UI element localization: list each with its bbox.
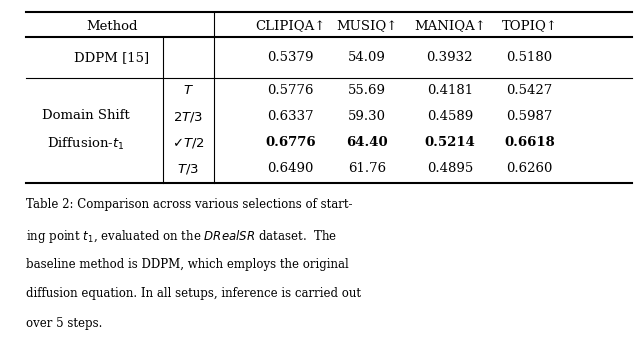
- Text: TOPIQ↑: TOPIQ↑: [501, 19, 558, 33]
- Text: Method: Method: [86, 19, 137, 33]
- Text: 0.6618: 0.6618: [504, 136, 555, 149]
- Text: $2T/3$: $2T/3$: [173, 110, 204, 124]
- Text: $\checkmark T/2$: $\checkmark T/2$: [172, 136, 204, 150]
- Text: 0.5987: 0.5987: [507, 110, 553, 123]
- Text: 64.40: 64.40: [346, 136, 388, 149]
- Text: 0.3932: 0.3932: [427, 51, 473, 64]
- Text: over 5 steps.: over 5 steps.: [26, 317, 102, 330]
- Text: ing point $t_1$, evaluated on the $\it{DRealSR}$ dataset.  The: ing point $t_1$, evaluated on the $\it{D…: [26, 228, 337, 245]
- Text: 55.69: 55.69: [348, 84, 386, 97]
- Text: 0.4181: 0.4181: [427, 84, 473, 97]
- Text: 0.5379: 0.5379: [267, 51, 313, 64]
- Text: Diffusion-$t_1$: Diffusion-$t_1$: [47, 135, 125, 152]
- Text: 0.5180: 0.5180: [507, 51, 553, 64]
- Text: 54.09: 54.09: [348, 51, 386, 64]
- Text: DDPM [15]: DDPM [15]: [74, 51, 149, 64]
- Text: diffusion equation. In all setups, inference is carried out: diffusion equation. In all setups, infer…: [26, 287, 360, 300]
- Text: MUSIQ↑: MUSIQ↑: [336, 19, 397, 33]
- Text: 0.5214: 0.5214: [424, 136, 475, 149]
- Text: CLIPIQA↑: CLIPIQA↑: [255, 19, 325, 33]
- Text: $T$: $T$: [182, 84, 194, 97]
- Text: 0.6490: 0.6490: [267, 162, 313, 175]
- Text: 0.5427: 0.5427: [507, 84, 553, 97]
- Text: 61.76: 61.76: [348, 162, 386, 175]
- Text: Domain Shift: Domain Shift: [42, 109, 130, 122]
- Text: MANIQA↑: MANIQA↑: [414, 19, 486, 33]
- Text: Table 2: Comparison across various selections of start-: Table 2: Comparison across various selec…: [26, 198, 352, 211]
- Text: 0.6260: 0.6260: [507, 162, 553, 175]
- Text: 0.4589: 0.4589: [427, 110, 473, 123]
- Text: 59.30: 59.30: [348, 110, 386, 123]
- Text: 0.4895: 0.4895: [427, 162, 473, 175]
- Text: 0.5776: 0.5776: [267, 84, 313, 97]
- Text: 0.6776: 0.6776: [265, 136, 316, 149]
- Text: 0.6337: 0.6337: [267, 110, 314, 123]
- Text: baseline method is DDPM, which employs the original: baseline method is DDPM, which employs t…: [26, 258, 348, 270]
- Text: $T/3$: $T/3$: [177, 162, 199, 176]
